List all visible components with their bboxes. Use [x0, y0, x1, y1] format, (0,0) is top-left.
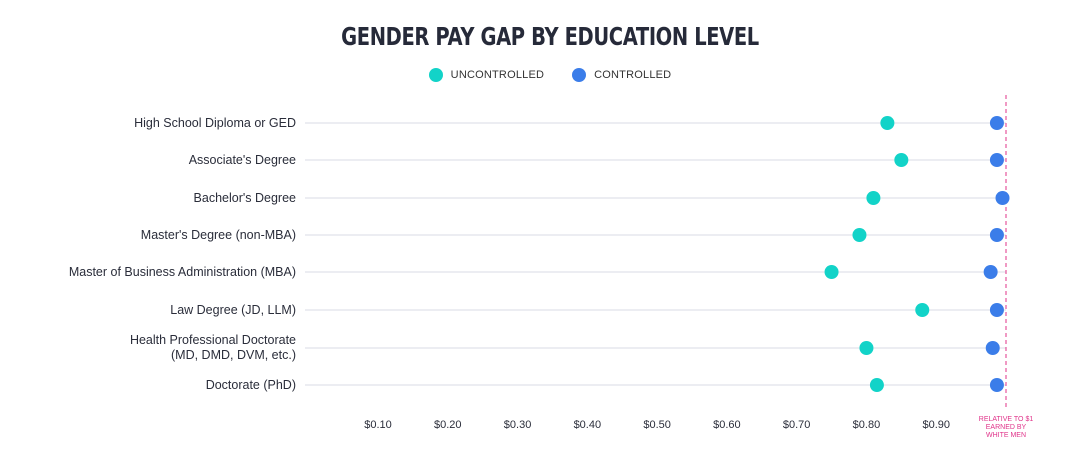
reference-line-label: EARNED BY [986, 424, 1027, 431]
category-label: Bachelor's Degree [194, 191, 296, 205]
legend-swatch-controlled [572, 68, 587, 82]
reference-line-label: RELATIVE TO $1 [979, 416, 1034, 423]
data-point-controlled [989, 303, 1004, 317]
data-point-uncontrolled [880, 116, 895, 130]
data-point-uncontrolled [859, 341, 874, 355]
reference-line-label: WHITE MEN [986, 432, 1026, 439]
data-point-uncontrolled [915, 303, 930, 317]
data-point-uncontrolled [866, 191, 881, 205]
x-tick-label: $0.10 [364, 419, 392, 431]
legend-swatch-uncontrolled [428, 68, 443, 82]
category-label: Law Degree (JD, LLM) [170, 303, 296, 317]
data-point-controlled [989, 116, 1004, 130]
data-point-controlled [989, 153, 1004, 167]
legend-item-uncontrolled: UNCONTROLLED [428, 68, 545, 82]
category-label: Master of Business Administration (MBA) [69, 265, 296, 279]
legend-item-controlled: CONTROLLED [572, 68, 671, 82]
data-point-controlled [989, 228, 1004, 242]
category-label-line: Health Professional Doctorate [130, 333, 296, 347]
data-point-controlled [989, 378, 1004, 392]
category-label: High School Diploma or GED [134, 116, 296, 130]
data-point-uncontrolled [869, 378, 884, 392]
data-point-controlled [995, 191, 1010, 205]
x-tick-label: $0.90 [922, 419, 950, 431]
category-label-line: (MD, DMD, DVM, etc.) [171, 348, 296, 362]
x-tick-label: $0.20 [434, 419, 462, 431]
data-point-controlled [985, 341, 1000, 355]
x-tick-label: $0.80 [853, 419, 881, 431]
legend: UNCONTROLLED CONTROLLED [0, 68, 1080, 82]
data-point-controlled [983, 265, 998, 279]
category-label: Doctorate (PhD) [206, 378, 296, 392]
x-tick-label: $0.40 [574, 419, 602, 431]
data-point-uncontrolled [824, 265, 839, 279]
x-tick-label: $0.30 [504, 419, 532, 431]
x-tick-label: $0.70 [783, 419, 811, 431]
category-label: Master's Degree (non-MBA) [141, 228, 296, 242]
legend-label-controlled: CONTROLLED [594, 69, 672, 81]
legend-label-uncontrolled: UNCONTROLLED [450, 69, 545, 81]
category-label: Associate's Degree [189, 153, 296, 167]
data-point-uncontrolled [894, 153, 909, 167]
chart-title: GENDER PAY GAP BY EDUCATION LEVEL [341, 22, 759, 51]
x-tick-label: $0.50 [643, 419, 671, 431]
category-label: Health Professional Doctorate (MD, DMD, D… [130, 333, 296, 362]
x-tick-label: $0.60 [713, 419, 741, 431]
data-point-uncontrolled [852, 228, 867, 242]
